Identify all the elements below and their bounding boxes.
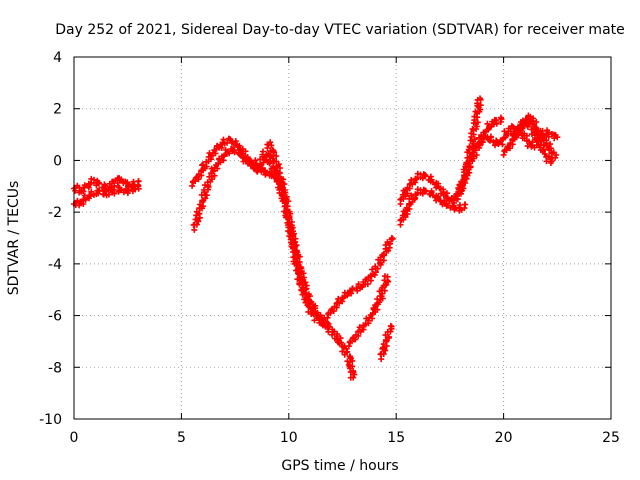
series-markers bbox=[324, 235, 396, 321]
series-arc-2d bbox=[264, 139, 332, 327]
x-tick-label: 5 bbox=[177, 430, 186, 446]
grid bbox=[74, 57, 611, 419]
y-axis-label: SDTVAR / TECUs bbox=[6, 181, 22, 296]
series-markers bbox=[377, 322, 395, 363]
series-arc-6a bbox=[397, 186, 469, 228]
series-arc-2c bbox=[249, 148, 358, 381]
series-arc-6b bbox=[397, 95, 484, 207]
series-markers bbox=[453, 114, 505, 202]
axis-ticks: 0 5 10 15 20 25 -10 -8 -6 -4 -2 0 2 4 bbox=[39, 50, 620, 446]
y-tick-label: -4 bbox=[48, 257, 62, 273]
series-markers bbox=[509, 117, 555, 166]
series-markers bbox=[264, 139, 332, 327]
data-points bbox=[71, 95, 561, 381]
y-tick-label: -8 bbox=[48, 360, 62, 376]
series-markers bbox=[249, 148, 358, 381]
series-arc-5 bbox=[377, 322, 395, 363]
series-markers bbox=[397, 186, 469, 228]
x-tick-label: 25 bbox=[602, 430, 620, 446]
x-tick-label: 10 bbox=[280, 430, 298, 446]
x-tick-label: 0 bbox=[70, 430, 79, 446]
y-tick-label: -6 bbox=[48, 309, 62, 325]
y-tick-label: 2 bbox=[53, 102, 62, 118]
series-arc-6c bbox=[453, 114, 505, 202]
y-tick-label: -10 bbox=[39, 412, 62, 428]
series-arc-4 bbox=[345, 273, 392, 350]
series-arc-3 bbox=[324, 235, 396, 321]
chart-title: Day 252 of 2021, Sidereal Day-to-day VTE… bbox=[55, 22, 625, 38]
x-tick-label: 20 bbox=[495, 430, 513, 446]
series-markers bbox=[397, 95, 484, 207]
plot-frame bbox=[73, 56, 612, 420]
x-axis-label: GPS time / hours bbox=[281, 458, 398, 474]
series-arc-7c bbox=[509, 117, 555, 166]
y-tick-label: 4 bbox=[53, 50, 62, 66]
series-markers bbox=[345, 273, 392, 350]
y-tick-label: 0 bbox=[53, 153, 62, 169]
x-tick-label: 15 bbox=[387, 430, 405, 446]
y-tick-label: -2 bbox=[48, 205, 62, 221]
series-markers bbox=[189, 135, 260, 189]
series-arc-2b bbox=[189, 135, 260, 189]
